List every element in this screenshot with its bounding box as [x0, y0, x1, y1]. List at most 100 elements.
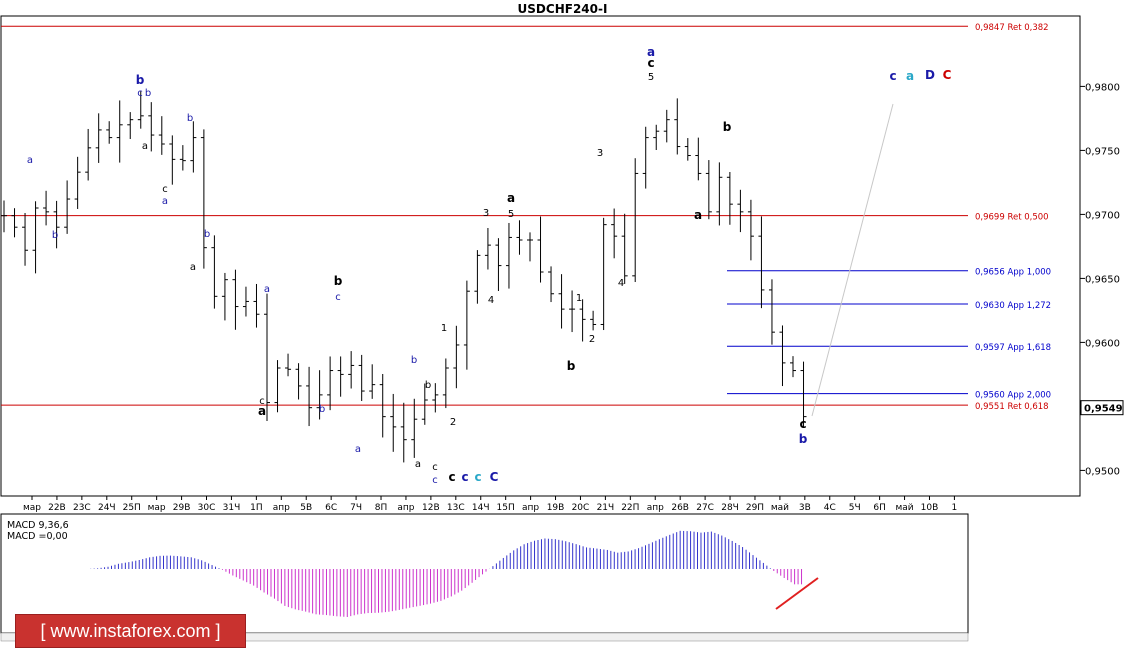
- macd-value-label: MACD =0,00: [7, 531, 68, 542]
- current-price-box: [1080, 400, 1124, 416]
- time-tick-label: 5Ч: [849, 503, 861, 513]
- wave-label: 3: [483, 208, 489, 219]
- price-tick-label: 0,9800: [1085, 82, 1120, 93]
- wave-label: b: [334, 274, 343, 288]
- chart-title: USDCHF240-I: [517, 2, 608, 16]
- time-tick-label: 26В: [671, 503, 689, 513]
- wave-label: c: [647, 56, 654, 70]
- price-tick-label: 0,9650: [1085, 274, 1120, 285]
- wave-label: a: [647, 45, 655, 59]
- time-tick-label: 25П: [123, 503, 141, 513]
- wave-label: a: [507, 191, 515, 205]
- wave-label: 2: [589, 334, 595, 345]
- time-tick-label: 8П: [375, 503, 388, 513]
- price-tick-label: 0,9750: [1085, 146, 1120, 157]
- wave-label: a: [264, 284, 270, 295]
- time-tick-label: 14Ч: [472, 503, 490, 513]
- wave-label: b: [52, 230, 58, 241]
- time-tick-label: 12В: [422, 503, 440, 513]
- level-label: 0,9597 App 1,618: [975, 343, 1051, 353]
- time-tick-label: 15П: [497, 503, 515, 513]
- level-label: 0,9560 App 2,000: [975, 391, 1051, 401]
- wave-label: 5: [648, 72, 654, 83]
- time-tick-label: 22В: [48, 503, 66, 513]
- watermark-banner: [ www.instaforex.com ]: [15, 614, 246, 648]
- wave-label: b: [204, 229, 210, 240]
- time-tick-label: апр: [522, 503, 539, 513]
- time-tick-label: 27С: [696, 503, 714, 513]
- current-price-label: 0,9549: [1084, 404, 1123, 415]
- wave-label: c: [461, 470, 468, 484]
- wave-label: a: [694, 208, 702, 222]
- level-label: 0,9847 Ret 0,382: [975, 23, 1049, 33]
- time-tick-label: 5В: [300, 503, 312, 513]
- time-tick-label: 1П: [250, 503, 263, 513]
- wave-label: a: [258, 404, 266, 418]
- time-tick-label: 20С: [572, 503, 590, 513]
- time-tick-label: 10В: [921, 503, 939, 513]
- level-label: 0,9551 Ret 0,618: [975, 402, 1049, 412]
- wave-label: 1: [576, 293, 582, 304]
- wave-label: b: [319, 404, 325, 415]
- time-tick-label: 29П: [746, 503, 764, 513]
- level-label: 0,9656 App 1,000: [975, 268, 1051, 278]
- time-tick-label: 13С: [447, 503, 465, 513]
- price-panel-frame: [0, 15, 1081, 497]
- time-tick-label: май: [895, 503, 913, 513]
- time-tick-label: 23С: [73, 503, 91, 513]
- wave-label: b: [145, 88, 151, 99]
- time-tick-label: 21Ч: [597, 503, 615, 513]
- wave-label: 1: [441, 323, 447, 334]
- wave-label: a: [906, 69, 914, 83]
- wave-label: 5: [508, 209, 514, 220]
- wave-label: b: [187, 113, 193, 124]
- wave-label: b: [411, 355, 417, 366]
- time-tick-label: 28Ч: [721, 503, 739, 513]
- time-tick-label: апр: [397, 503, 414, 513]
- wave-label: c: [448, 470, 455, 484]
- wave-label: a: [27, 155, 33, 166]
- wave-label: c: [474, 470, 481, 484]
- wave-label: a: [415, 459, 421, 470]
- level-label: 0,9699 Ret 0,500: [975, 213, 1049, 223]
- wave-label: 3: [597, 148, 603, 159]
- time-tick-label: мар: [148, 503, 166, 513]
- wave-label: a: [355, 444, 361, 455]
- price-tick-label: 0,9500: [1085, 466, 1120, 477]
- wave-label: 4: [618, 278, 624, 289]
- time-tick-label: мар: [23, 503, 41, 513]
- time-tick-label: 29В: [173, 503, 191, 513]
- wave-label: c: [432, 475, 438, 486]
- wave-label: 2: [450, 417, 456, 428]
- time-tick-label: май: [771, 503, 789, 513]
- wave-label: 4: [488, 295, 494, 306]
- time-tick-label: 6П: [873, 503, 886, 513]
- time-tick-label: 7Ч: [350, 503, 362, 513]
- time-tick-label: 4С: [824, 503, 836, 513]
- time-tick-label: апр: [647, 503, 664, 513]
- time-tick-label: 19В: [547, 503, 565, 513]
- wave-label: c: [889, 69, 896, 83]
- wave-label: b: [567, 359, 576, 373]
- wave-label: a: [190, 262, 196, 273]
- wave-label: D: [925, 68, 935, 82]
- wave-label: a: [162, 196, 168, 207]
- time-tick-label: 31Ч: [223, 503, 241, 513]
- level-label: 0,9630 App 1,272: [975, 301, 1051, 311]
- wave-label: b: [723, 120, 732, 134]
- wave-label: c: [137, 88, 143, 99]
- wave-label: b: [136, 73, 145, 87]
- wave-label: b: [425, 380, 431, 391]
- wave-label: c: [259, 396, 265, 407]
- time-tick-label: 6С: [325, 503, 337, 513]
- time-tick-label: 1: [952, 503, 958, 513]
- time-tick-label: 30С: [198, 503, 216, 513]
- wave-label: c: [432, 462, 438, 473]
- macd-label: MACD 9,36,6: [7, 520, 69, 531]
- wave-label: a: [142, 141, 148, 152]
- time-tick-label: 24Ч: [98, 503, 116, 513]
- time-tick-label: апр: [273, 503, 290, 513]
- price-tick-label: 0,9700: [1085, 210, 1120, 221]
- macd-trend-line: [775, 577, 819, 610]
